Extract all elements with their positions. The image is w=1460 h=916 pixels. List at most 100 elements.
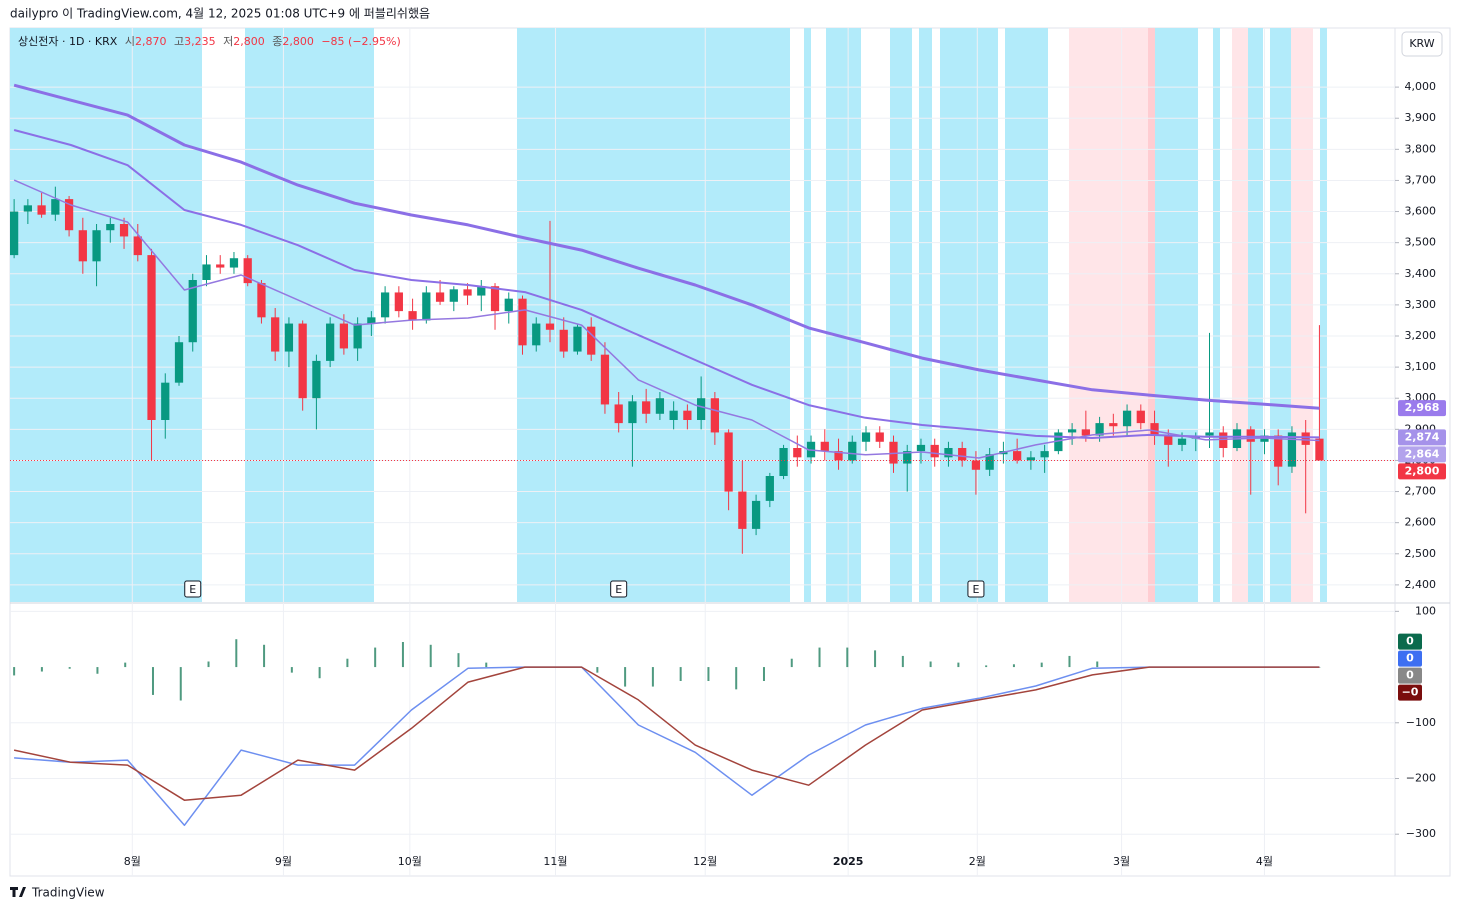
histogram-bar: [1068, 655, 1071, 668]
candle-body: [710, 398, 719, 433]
histogram-bar: [96, 667, 99, 674]
x-tick-label: 8월: [124, 855, 141, 868]
price-tag-label: 2,800: [1405, 464, 1440, 477]
y-tick-label: 2,400: [1405, 578, 1437, 591]
x-tick-label: 11월: [543, 855, 567, 868]
histogram-bar: [735, 667, 738, 690]
candle-body: [573, 326, 582, 352]
histogram-bar: [68, 667, 71, 669]
candle-body: [449, 289, 458, 302]
candle-body: [532, 323, 541, 346]
candle-body: [697, 398, 706, 420]
histogram-bar: [1318, 667, 1321, 668]
indicator-line: [13, 666, 1320, 801]
header-title: dailypro 이 TradingView.com, 4월 12, 2025 …: [10, 7, 430, 21]
x-tick-label: 2월: [969, 855, 986, 868]
x-tick-label: 9월: [275, 855, 292, 868]
candle-body: [23, 205, 32, 212]
histogram-bar: [624, 667, 627, 687]
candle-body: [408, 311, 417, 321]
candle-body: [834, 451, 843, 461]
candle-body: [793, 448, 802, 458]
candle-body: [147, 255, 156, 420]
indicator-line: [13, 179, 1320, 459]
candle-body: [1205, 432, 1214, 436]
legend: 상신전자 · 1D · KRX 시2,870 고3,235 저2,800 종2,…: [18, 35, 401, 48]
candle-body: [683, 410, 692, 420]
y-tick-label: 100: [1415, 604, 1436, 617]
price-tag: [1398, 446, 1446, 463]
legend-symbol: 상신전자 · 1D · KRX: [18, 35, 118, 48]
y-tick-label: 2,700: [1405, 485, 1437, 498]
legend-low: 2,800: [233, 35, 265, 48]
candle-body: [1122, 410, 1132, 427]
candle-body: [903, 451, 912, 464]
event-marker: [610, 580, 628, 598]
price-tag: [1398, 429, 1446, 446]
histogram-bar: [263, 644, 266, 668]
candle-body: [78, 230, 87, 262]
legend-close: 2,800: [282, 35, 314, 48]
y-tick-label: 3,300: [1405, 298, 1437, 311]
candle-body: [37, 205, 46, 215]
candle-body: [724, 432, 733, 492]
candle-body: [669, 410, 678, 420]
x-tick-label: 12월: [693, 855, 717, 868]
candle-body: [188, 280, 197, 343]
legend-change: −85 (−2.95%): [321, 35, 400, 48]
candle-body: [738, 491, 747, 529]
histogram-bar: [179, 667, 182, 701]
price-tag-label: 2,864: [1405, 447, 1440, 460]
legend-open-label: 시: [125, 35, 135, 48]
candle-body: [353, 323, 362, 349]
price-tag: [1398, 463, 1446, 480]
candle-body: [229, 258, 239, 268]
y-tick-label: 3,700: [1405, 173, 1437, 186]
candle-body: [930, 444, 939, 458]
candle-body: [1219, 432, 1228, 448]
candle-body: [367, 317, 376, 324]
candle-body: [971, 460, 981, 470]
histogram-bar: [874, 650, 877, 668]
histogram-bar: [124, 662, 127, 668]
y-tick-label: 3,200: [1405, 329, 1437, 342]
y-tick-label: −200: [1406, 772, 1436, 785]
y-tick-label: 3,500: [1405, 236, 1437, 249]
candle-body: [779, 448, 788, 476]
candle-body: [119, 224, 129, 237]
candle-body: [257, 283, 266, 318]
candle-body: [916, 444, 926, 452]
candle-body: [161, 382, 170, 420]
histogram-bar: [762, 667, 765, 681]
candle-body: [944, 448, 953, 458]
candle-body: [614, 404, 623, 424]
histogram-bar: [318, 667, 321, 679]
candle-body: [861, 432, 871, 442]
histogram-bar: [651, 667, 654, 687]
candle-body: [298, 323, 307, 399]
candle-body: [518, 298, 527, 346]
candle-body: [394, 292, 403, 312]
price-tag: [1398, 650, 1422, 667]
candle-body: [312, 360, 321, 399]
candle-body: [587, 326, 596, 355]
candle-body: [1287, 432, 1297, 467]
candle-body: [642, 401, 651, 414]
histogram-bar: [429, 644, 432, 668]
histogram-bar: [957, 662, 960, 668]
candle-body: [1150, 423, 1159, 436]
histogram-bar: [679, 667, 682, 681]
candle-body: [848, 441, 857, 461]
y-tick-label: 3,100: [1405, 360, 1437, 373]
candle-body: [1013, 451, 1022, 461]
price-tag-label: 0: [1406, 635, 1414, 648]
candle-body: [174, 342, 184, 383]
candle-body: [875, 432, 884, 442]
candle-body: [985, 454, 994, 470]
currency-button[interactable]: [1401, 31, 1443, 57]
histogram-bar: [485, 662, 488, 668]
candle-body: [1246, 429, 1255, 442]
legend-high: 3,235: [184, 35, 216, 48]
histogram-bar: [707, 667, 710, 681]
candle-body: [435, 292, 445, 302]
